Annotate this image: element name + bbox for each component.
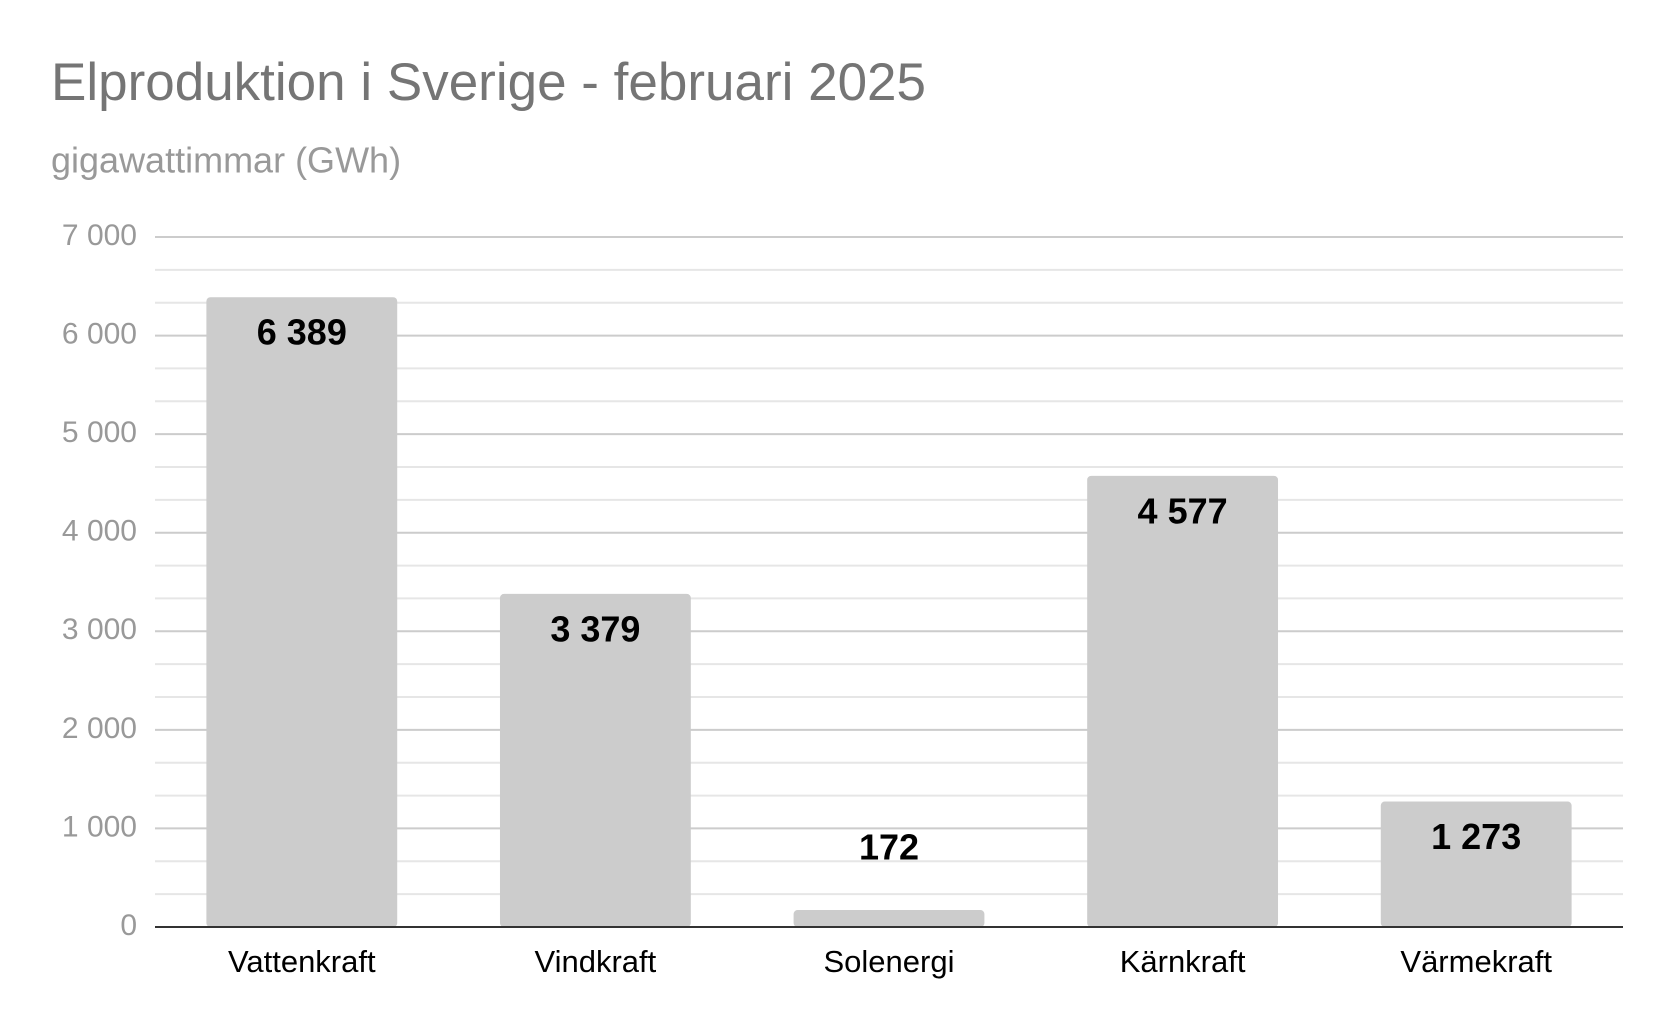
x-tick-label: Värmekraft xyxy=(1400,944,1552,979)
value-label: 1 273 xyxy=(1431,816,1521,857)
y-tick-label: 3 000 xyxy=(62,613,137,646)
x-tick-label: Solenergi xyxy=(824,944,955,979)
x-tick-label: Kärnkraft xyxy=(1120,944,1246,979)
y-tick-label: 6 000 xyxy=(62,317,137,350)
x-tick-label: Vattenkraft xyxy=(228,944,376,979)
chart-title: Elproduktion i Sverige - februari 2025 xyxy=(51,53,926,112)
value-label: 6 389 xyxy=(257,312,347,353)
y-tick-label: 0 xyxy=(120,909,137,942)
value-label: 172 xyxy=(859,827,919,868)
y-tick-label: 4 000 xyxy=(62,515,137,548)
bar xyxy=(793,910,985,927)
y-tick-label: 1 000 xyxy=(62,810,137,843)
value-label: 4 577 xyxy=(1138,490,1228,531)
bar xyxy=(1380,801,1572,927)
bar xyxy=(499,593,691,927)
x-tick-label: Vindkraft xyxy=(535,944,657,979)
bar xyxy=(206,297,398,927)
y-tick-label: 5 000 xyxy=(62,416,137,449)
y-tick-label: 7 000 xyxy=(62,219,137,252)
chart-subtitle: gigawattimmar (GWh) xyxy=(51,140,401,181)
bar xyxy=(1087,475,1279,927)
y-tick-label: 2 000 xyxy=(62,712,137,745)
value-label: 3 379 xyxy=(550,608,640,649)
